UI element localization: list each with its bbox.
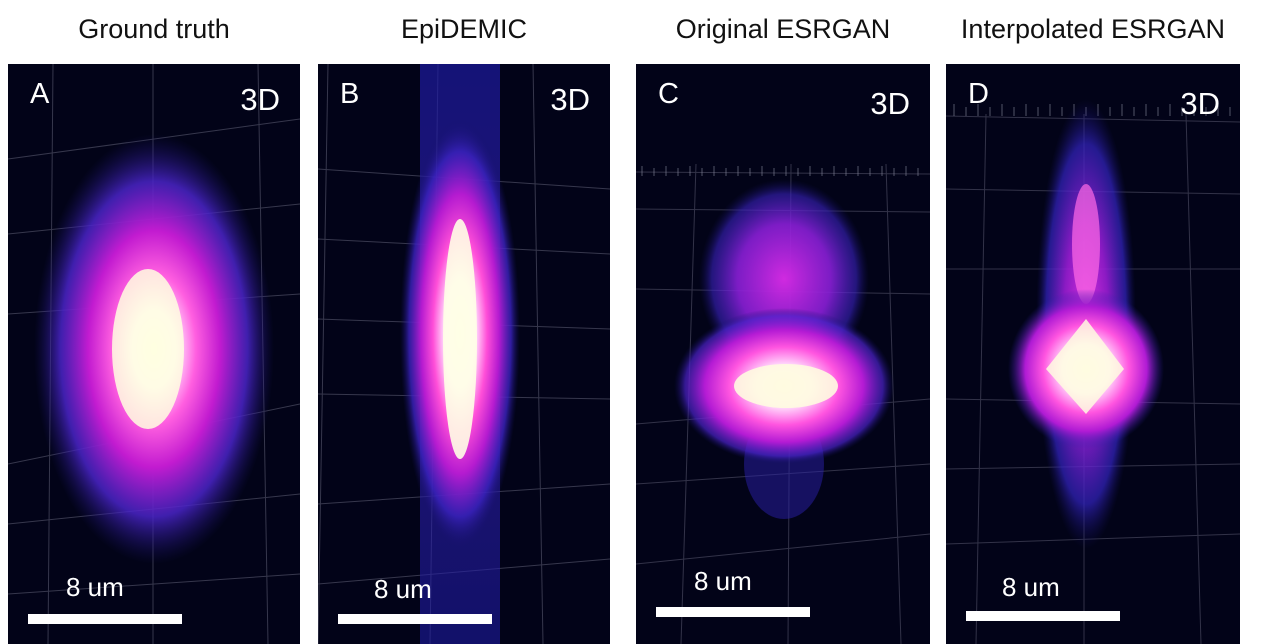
panel-b-image: B 3D 8 um (318, 64, 610, 644)
panel-c-ruler (641, 166, 919, 176)
panel-d-title: Interpolated ESRGAN (960, 14, 1226, 44)
panel-b-title: EpiDEMIC (400, 14, 528, 44)
panel-b-scale-label: 8 um (374, 574, 432, 604)
panel-c-scale-label: 8 um (694, 566, 752, 596)
panel-c-view-tag: 3D (870, 86, 910, 121)
panel-c-scale-bar (656, 607, 810, 617)
panel-d-image: D 3D 8 um (946, 64, 1240, 644)
panel-c-letter: C (658, 78, 679, 110)
panel-a-title: Ground truth (78, 14, 230, 44)
panel-a-scale-label: 8 um (66, 572, 124, 602)
panel-b-scale-bar (338, 614, 492, 624)
panel-a-scale-bar (28, 614, 182, 624)
panel-b-view-tag: 3D (550, 82, 590, 117)
panel-a-view-tag: 3D (240, 82, 280, 117)
panel-c-render (636, 163, 930, 644)
panel-d-scale-bar (966, 611, 1120, 621)
panel-a-letter: A (30, 78, 50, 110)
panel-d-view-tag: 3D (1180, 86, 1220, 121)
panel-c-title: Original ESRGAN (675, 14, 891, 44)
panel-d-render (946, 99, 1240, 644)
panel-c-image: C 3D 8 um (636, 64, 930, 644)
panel-a-render (8, 64, 300, 644)
panel-d-scale-label: 8 um (1002, 572, 1060, 602)
panel-b-letter: B (340, 78, 360, 110)
panel-b-render (318, 64, 610, 644)
panel-d-letter: D (968, 78, 989, 110)
panel-a-image: A 3D 8 um (8, 64, 300, 644)
